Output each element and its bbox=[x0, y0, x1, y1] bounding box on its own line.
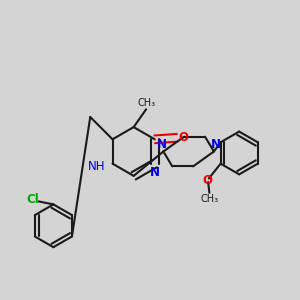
Text: N: N bbox=[157, 138, 167, 151]
Text: O: O bbox=[202, 173, 212, 187]
Text: CH₃: CH₃ bbox=[137, 98, 155, 108]
Text: NH: NH bbox=[88, 160, 106, 172]
Text: Cl: Cl bbox=[27, 193, 40, 206]
Text: N: N bbox=[150, 166, 160, 179]
Text: CH₃: CH₃ bbox=[200, 194, 218, 204]
Text: N: N bbox=[210, 138, 220, 151]
Text: O: O bbox=[178, 131, 189, 144]
